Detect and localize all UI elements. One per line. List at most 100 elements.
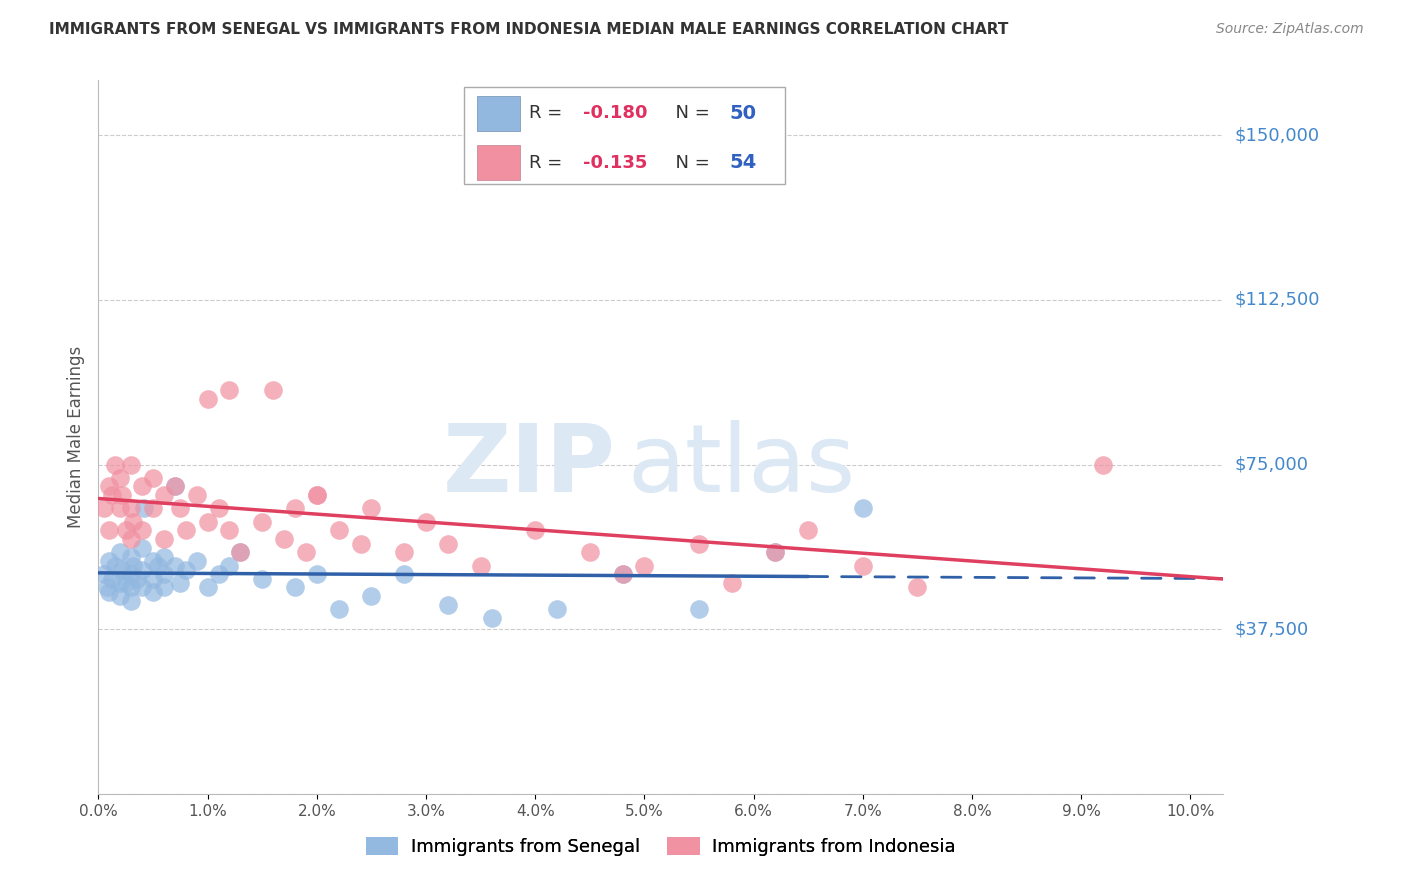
Point — [153, 581, 176, 595]
Point — [169, 501, 191, 516]
Point — [218, 383, 240, 397]
Point — [98, 585, 121, 599]
Point — [197, 581, 219, 595]
Point — [360, 589, 382, 603]
Text: 50: 50 — [730, 104, 756, 123]
Text: 54: 54 — [730, 153, 756, 172]
Point — [688, 536, 710, 550]
Point — [612, 567, 634, 582]
Point — [252, 572, 274, 586]
Point — [273, 532, 295, 546]
Text: R =: R = — [529, 153, 568, 171]
Point — [546, 602, 568, 616]
Point — [142, 572, 165, 586]
Point — [229, 545, 252, 559]
Text: Source: ZipAtlas.com: Source: ZipAtlas.com — [1216, 22, 1364, 37]
Text: N =: N = — [664, 153, 716, 171]
Point — [415, 515, 437, 529]
Text: -0.135: -0.135 — [583, 153, 648, 171]
Text: -0.180: -0.180 — [583, 104, 648, 122]
Point — [93, 501, 115, 516]
Point — [120, 581, 142, 595]
Point — [797, 524, 820, 538]
Point — [349, 536, 371, 550]
Point — [111, 488, 134, 502]
Point — [111, 563, 134, 577]
Point — [93, 567, 115, 582]
Point — [100, 488, 122, 502]
Point — [131, 479, 153, 493]
Point — [262, 383, 284, 397]
Point — [186, 554, 208, 568]
Point — [360, 501, 382, 516]
Point — [633, 558, 655, 573]
Point — [252, 515, 274, 529]
Point — [305, 567, 328, 582]
Point — [104, 558, 127, 573]
Point — [907, 581, 929, 595]
Point — [163, 479, 186, 493]
Point — [110, 545, 132, 559]
Point — [153, 567, 176, 582]
Point — [163, 558, 186, 573]
Legend: Immigrants from Senegal, Immigrants from Indonesia: Immigrants from Senegal, Immigrants from… — [359, 830, 963, 863]
Point — [110, 471, 132, 485]
Point — [688, 602, 710, 616]
Bar — [478, 145, 520, 180]
Point — [142, 554, 165, 568]
Point — [174, 563, 197, 577]
Point — [134, 501, 156, 516]
Point — [122, 515, 145, 529]
Point — [470, 558, 492, 573]
Point — [148, 558, 170, 573]
Point — [122, 558, 145, 573]
Text: $150,000: $150,000 — [1234, 126, 1319, 145]
Bar — [464, 87, 785, 184]
Point — [153, 488, 176, 502]
Point — [110, 501, 132, 516]
Point — [114, 524, 136, 538]
Point — [120, 532, 142, 546]
Point — [284, 501, 307, 516]
Point — [131, 563, 153, 577]
Point — [163, 479, 186, 493]
Point — [120, 458, 142, 472]
Point — [197, 515, 219, 529]
Text: R =: R = — [529, 104, 568, 122]
Point — [612, 567, 634, 582]
Bar — [478, 95, 520, 131]
Text: $75,000: $75,000 — [1234, 456, 1309, 474]
Point — [207, 567, 229, 582]
Point — [305, 488, 328, 502]
Point — [114, 576, 136, 591]
Point — [186, 488, 208, 502]
Point — [524, 524, 547, 538]
Point — [218, 558, 240, 573]
Point — [110, 576, 132, 591]
Point — [110, 589, 132, 603]
Point — [153, 532, 176, 546]
Point — [98, 524, 121, 538]
Point — [131, 541, 153, 555]
Point — [852, 501, 875, 516]
Point — [96, 581, 118, 595]
Text: atlas: atlas — [627, 419, 855, 512]
Point — [169, 576, 191, 591]
Point — [207, 501, 229, 516]
Point — [720, 576, 742, 591]
Point — [765, 545, 787, 559]
Y-axis label: Median Male Earnings: Median Male Earnings — [66, 346, 84, 528]
Point — [197, 392, 219, 406]
Text: ZIP: ZIP — [443, 419, 616, 512]
Point — [437, 598, 460, 612]
Point — [328, 602, 350, 616]
Text: IMMIGRANTS FROM SENEGAL VS IMMIGRANTS FROM INDONESIA MEDIAN MALE EARNINGS CORREL: IMMIGRANTS FROM SENEGAL VS IMMIGRANTS FR… — [49, 22, 1008, 37]
Point — [765, 545, 787, 559]
Text: N =: N = — [664, 104, 716, 122]
Point — [328, 524, 350, 538]
Point — [104, 458, 127, 472]
Point — [120, 567, 142, 582]
Point — [120, 593, 142, 607]
Point — [98, 554, 121, 568]
Point — [284, 581, 307, 595]
